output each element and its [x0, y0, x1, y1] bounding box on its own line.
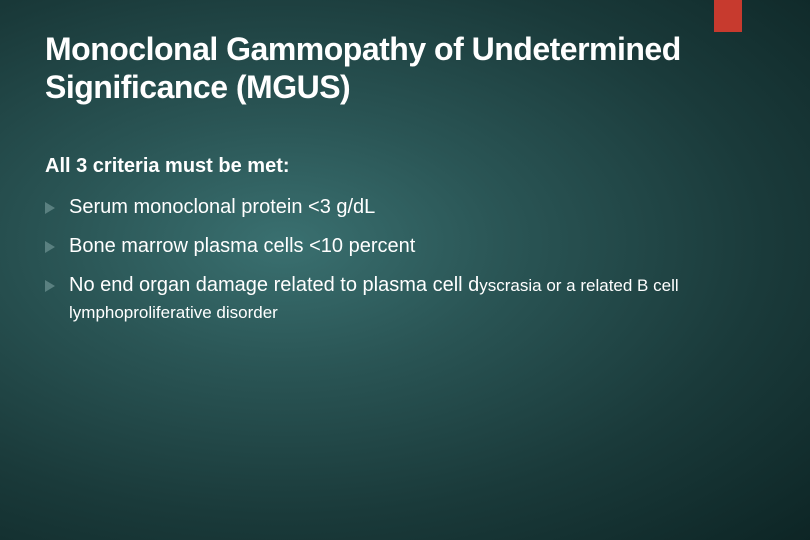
- list-item: Serum monoclonal protein <3 g/dL: [45, 194, 765, 221]
- slide-content: Monoclonal Gammopathy of Undetermined Si…: [0, 0, 810, 368]
- bullet-icon: [45, 280, 55, 292]
- bullet-main: No end organ damage related to plasma ce…: [69, 274, 479, 296]
- bullet-icon: [45, 202, 55, 214]
- bullet-main: Serum monoclonal protein <3 g/dL: [69, 196, 375, 218]
- bullet-icon: [45, 241, 55, 253]
- bullet-main: Bone marrow plasma cells <10 percent: [69, 235, 415, 257]
- bullet-text: No end organ damage related to plasma ce…: [69, 272, 765, 326]
- bullet-text: Bone marrow plasma cells <10 percent: [69, 233, 765, 260]
- list-item: Bone marrow plasma cells <10 percent: [45, 233, 765, 260]
- list-item: No end organ damage related to plasma ce…: [45, 272, 765, 326]
- bullet-list: Serum monoclonal protein <3 g/dL Bone ma…: [45, 194, 765, 326]
- accent-bar: [714, 0, 742, 32]
- bullet-text: Serum monoclonal protein <3 g/dL: [69, 194, 765, 221]
- slide-subheading: All 3 criteria must be met:: [45, 155, 765, 178]
- slide-title: Monoclonal Gammopathy of Undetermined Si…: [45, 30, 765, 107]
